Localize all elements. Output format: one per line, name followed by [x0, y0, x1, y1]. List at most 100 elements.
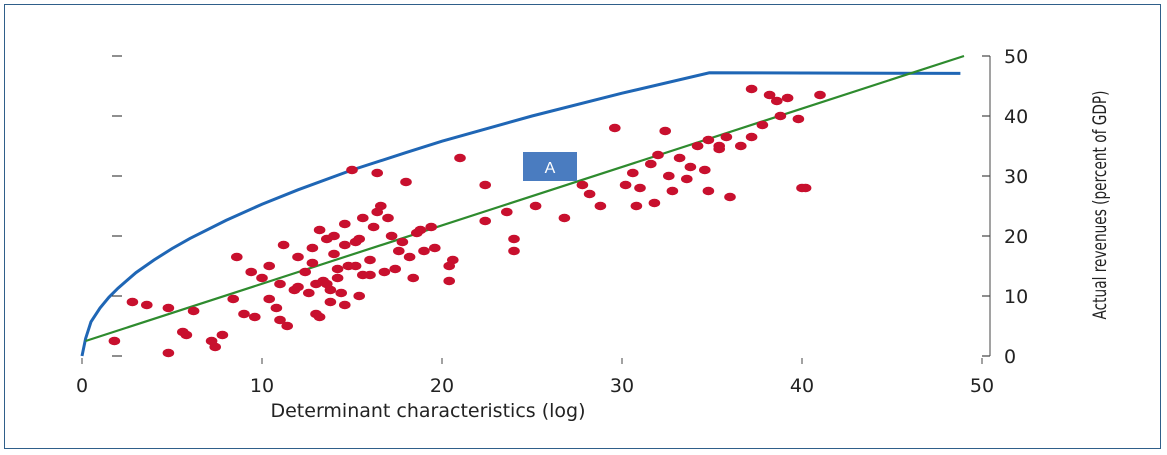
scatter-point: [720, 132, 733, 142]
scatter-point: [281, 321, 294, 331]
scatter-point: [306, 243, 319, 253]
scatter-point: [162, 348, 175, 358]
scatter-point: [763, 90, 776, 100]
scatter-point: [364, 255, 376, 265]
scatter-point: [277, 240, 290, 250]
x-axis-title: Determinant characteristics (log): [270, 400, 585, 422]
scatter-point: [339, 240, 351, 250]
scatter-point: [126, 297, 139, 307]
scatter-point: [346, 165, 358, 175]
scatter-point: [306, 258, 319, 268]
x-tick-label: 20: [430, 375, 454, 397]
scatter-point: [619, 180, 632, 190]
scatter-point: [292, 252, 304, 262]
y-tick-label: 50: [1004, 46, 1028, 68]
annotation-label: A: [545, 160, 556, 177]
scatter-point: [335, 288, 348, 298]
scatter-point: [385, 231, 398, 241]
scatter-point: [774, 111, 787, 121]
scatter-point: [630, 201, 643, 211]
scatter-point: [403, 252, 416, 262]
fit-line: [85, 54, 965, 343]
annotation-layer: A: [523, 152, 577, 181]
scatter-point: [443, 276, 456, 286]
scatter-point: [328, 231, 340, 241]
scatter-point: [389, 264, 402, 274]
scatter-point: [429, 243, 441, 253]
scatter-point: [303, 288, 315, 298]
y-tick-label: 30: [1004, 166, 1028, 188]
scatter-point: [756, 120, 769, 130]
scatter-point: [180, 330, 193, 340]
scatter-point: [713, 141, 725, 151]
scatter-point: [367, 222, 380, 232]
scatter-point: [270, 303, 283, 313]
scatter-point: [310, 279, 322, 289]
scatter-point: [313, 225, 326, 235]
scatter-point: [162, 303, 175, 313]
scatter-point: [364, 270, 376, 280]
scatter-point: [353, 234, 366, 244]
scatter-point: [324, 297, 337, 307]
scatter-point: [375, 201, 387, 211]
scatter-point: [681, 174, 693, 184]
scatter-point: [609, 123, 621, 133]
scatter-point: [299, 267, 312, 277]
scatter-point: [339, 219, 351, 229]
scatter-point: [529, 201, 542, 211]
scatter-point: [627, 168, 639, 178]
scatter-point: [256, 273, 268, 283]
scatter-point: [702, 186, 715, 196]
scatter-point: [331, 273, 344, 283]
y-tick-label: 0: [1004, 346, 1016, 368]
fit-line-layer: [85, 54, 965, 343]
y-tick-label: 10: [1004, 286, 1028, 308]
scatter-point: [411, 228, 423, 238]
scatter-point: [245, 267, 257, 277]
scatter-point: [292, 282, 304, 292]
scatter-point: [313, 312, 326, 322]
scatter-point: [814, 90, 826, 100]
scatter-point: [796, 183, 808, 193]
scatter-point: [274, 315, 286, 325]
scatter-point: [724, 192, 736, 202]
scatter-point: [400, 177, 412, 187]
scatter-point: [792, 114, 805, 124]
x-tick-label: 30: [610, 375, 634, 397]
scatter-point: [659, 126, 671, 136]
scatter-point: [349, 261, 362, 271]
scatter-point: [443, 261, 456, 271]
scatter-point: [558, 213, 571, 223]
scatter-point: [108, 336, 121, 346]
scatter-point: [274, 279, 286, 289]
scatter-point: [249, 312, 261, 322]
scatter-point: [684, 162, 697, 172]
scatter-point: [479, 216, 492, 226]
frontier-curve-layer: [80, 71, 961, 357]
scatter-point: [378, 267, 391, 277]
scatter-point: [745, 84, 758, 94]
scatter-point: [663, 171, 675, 181]
scatter-point: [396, 237, 409, 247]
x-tick-label: 0: [76, 375, 88, 397]
scatter-point: [645, 159, 657, 169]
scatter-point: [735, 141, 747, 151]
scatter-point: [691, 141, 704, 151]
scatter-point: [508, 234, 520, 244]
scatter-point: [699, 165, 711, 175]
scatter-point: [508, 246, 520, 256]
scatter-point: [648, 198, 661, 208]
scatter-point: [216, 330, 229, 340]
scatter-point: [425, 222, 438, 232]
scatter-point: [407, 273, 420, 283]
y-tick-label: 40: [1004, 106, 1028, 128]
scatter-point: [454, 153, 466, 163]
scatter-point: [321, 279, 333, 289]
scatter-point: [331, 264, 344, 274]
scatter-point: [583, 189, 596, 199]
scatter-point: [357, 213, 369, 223]
scatter-point: [205, 336, 218, 346]
x-tick-label: 40: [790, 375, 814, 397]
scatter-point: [771, 96, 783, 106]
scatter-point: [353, 291, 366, 301]
